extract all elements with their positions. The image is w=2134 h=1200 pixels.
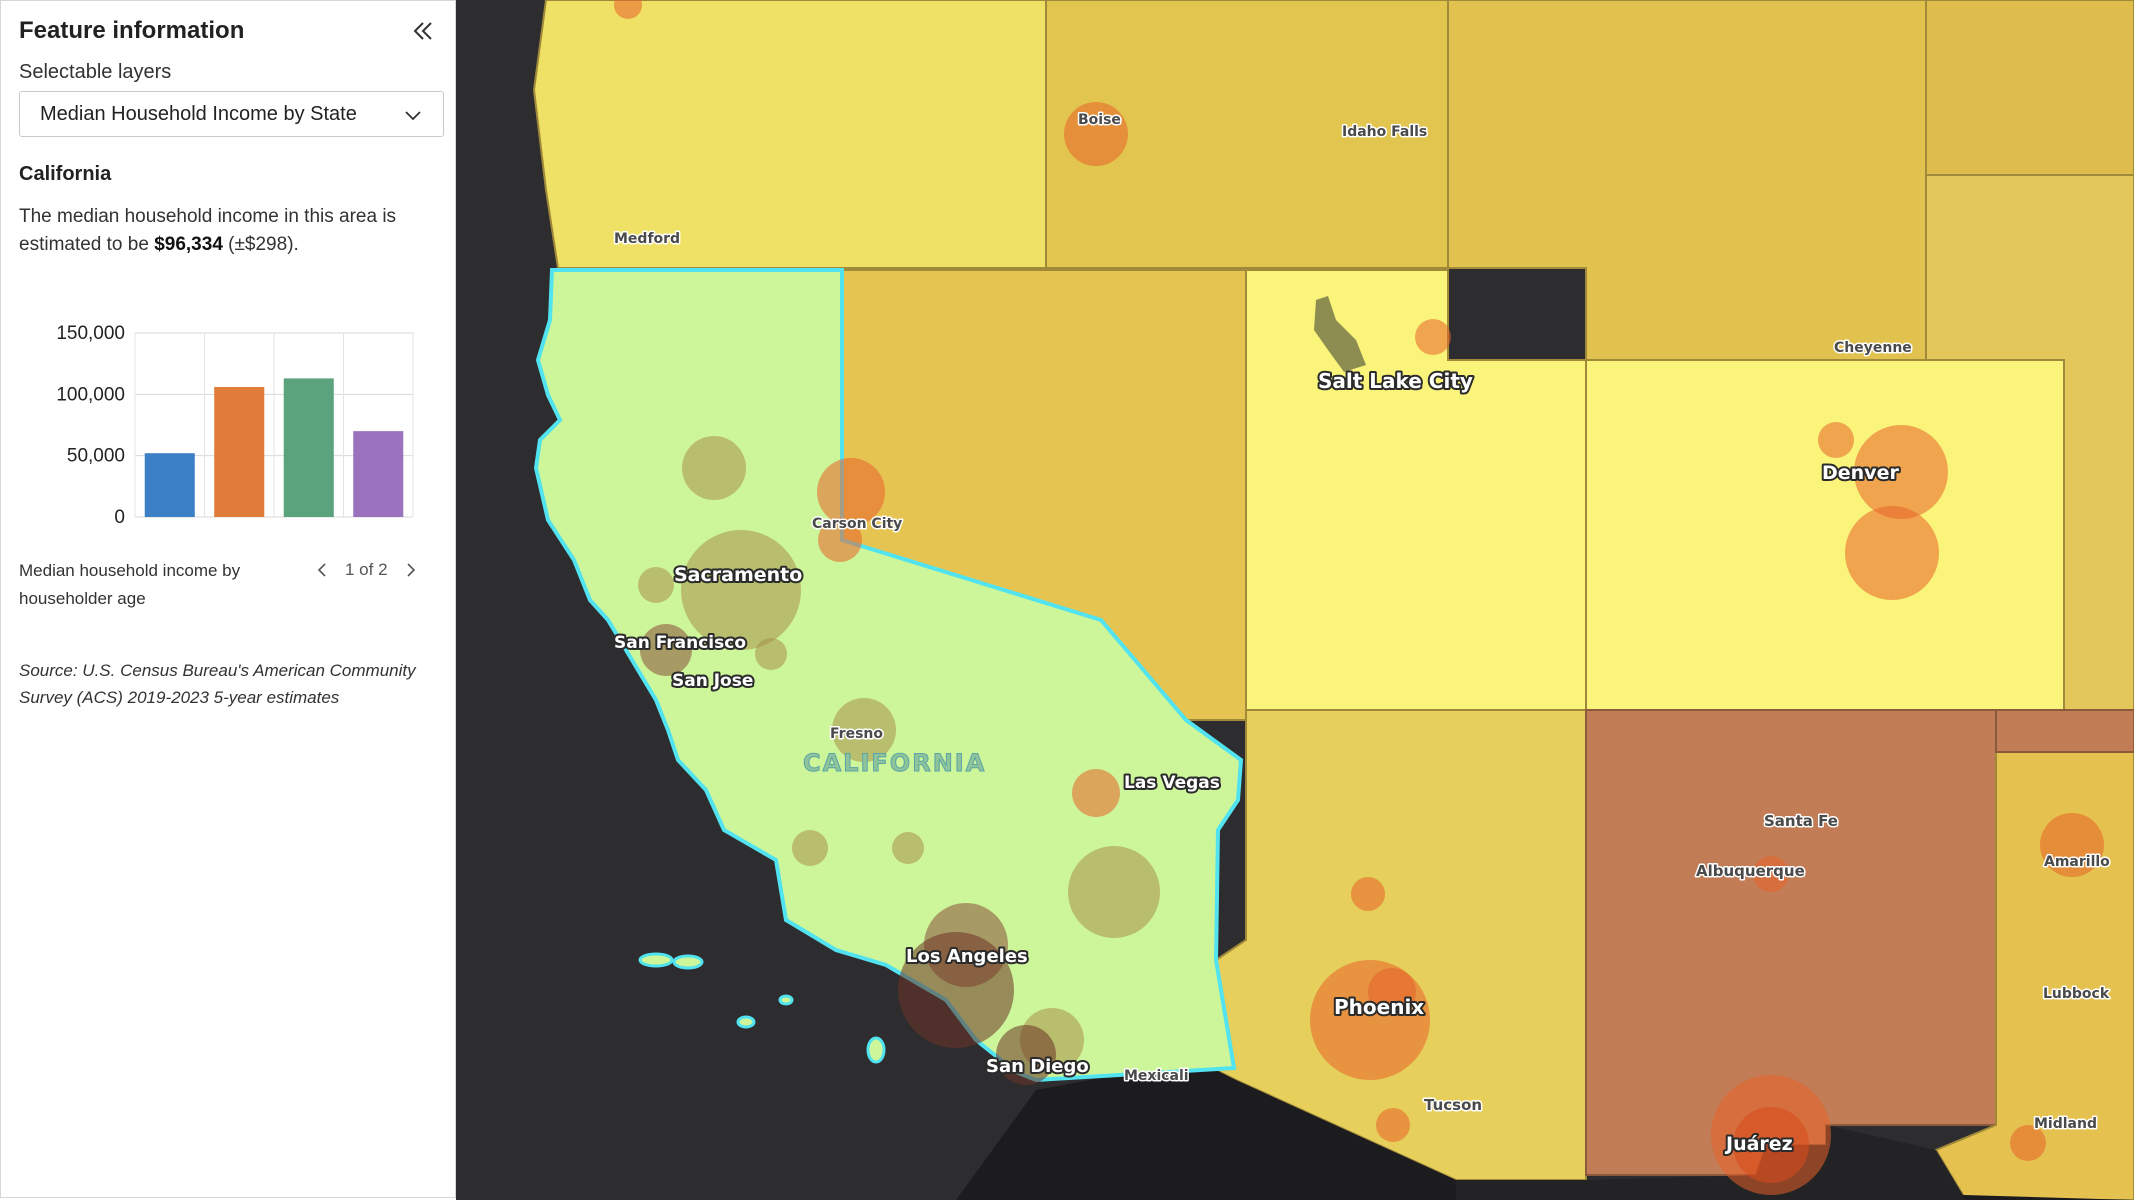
channel-island — [866, 1036, 886, 1064]
city-label-mexicali: Mexicali — [1124, 1068, 1189, 1084]
city-label-idaho-falls: Idaho Falls — [1342, 124, 1427, 140]
y-tick-label: 0 — [114, 507, 125, 528]
state-oklahoma[interactable] — [1995, 709, 2134, 753]
y-tick-label: 50,000 — [67, 446, 125, 467]
bubble — [1753, 856, 1789, 892]
bubble — [1064, 102, 1128, 166]
chart-bar[interactable] — [214, 386, 265, 517]
city-label-fresno: Fresno — [830, 726, 883, 742]
bubble — [892, 832, 924, 864]
previous-chart-button[interactable] — [313, 559, 331, 581]
bubble — [682, 436, 746, 500]
channel-island — [672, 954, 704, 970]
city-label-amarillo: Amarillo — [2044, 854, 2110, 870]
city-label-tucson: Tucson — [1424, 1096, 1482, 1114]
next-chart-button[interactable] — [402, 559, 420, 581]
city-label-san-jose: San Jose — [672, 671, 753, 691]
city-label-cheyenne: Cheyenne — [1834, 340, 1912, 356]
city-label-los-angeles: Los Angeles — [906, 946, 1028, 967]
bubble — [1068, 846, 1160, 938]
chart-bar[interactable] — [144, 453, 195, 517]
population-bubbles — [614, 0, 2104, 1195]
panel-title: Feature information — [19, 17, 245, 44]
feature-information-panel: Feature information Selectable layers Me… — [0, 0, 456, 1198]
bubble — [2040, 813, 2104, 877]
channel-island — [736, 1015, 756, 1029]
bubble — [1368, 968, 1416, 1016]
chevron-left-icon — [317, 563, 326, 577]
bubble — [1818, 422, 1854, 458]
bubble — [898, 932, 1014, 1048]
city-label-medford: Medford — [614, 231, 680, 247]
bubble — [1376, 1108, 1410, 1142]
bubble — [817, 458, 885, 526]
city-label-san-francisco: San Francisco — [614, 633, 746, 653]
bubble — [1351, 877, 1385, 911]
income-by-age-bar-chart: 150,000 100,000 50,000 0 — [56, 323, 414, 528]
state-north[interactable] — [1925, 0, 2134, 176]
layer-select-value: Median Household Income by State — [40, 102, 357, 125]
bubble — [1845, 506, 1939, 600]
map-labels: Boise Idaho Falls Medford Cheyenne Salt … — [612, 111, 2112, 1158]
bubble — [755, 638, 787, 670]
bubble — [1415, 319, 1451, 355]
pager-text: 1 of 2 — [345, 560, 388, 579]
city-label-lubbock: Lubbock — [2043, 986, 2110, 1002]
chart-caption: Median household income by householder a… — [19, 561, 241, 608]
bubble — [792, 830, 828, 866]
bubble — [1733, 1107, 1809, 1183]
mexico-north — [1456, 1125, 1966, 1200]
bubble — [640, 624, 692, 676]
channel-island — [638, 952, 674, 968]
bubble — [614, 0, 642, 19]
city-label-santa-fe: Santa Fe — [1764, 812, 1838, 830]
bubble — [1072, 769, 1120, 817]
channel-island — [778, 994, 794, 1006]
income-value: $96,334 — [154, 234, 223, 255]
chevron-right-icon — [406, 563, 415, 577]
city-label-midland: Midland — [2034, 1116, 2097, 1132]
city-label-boise: Boise — [1078, 112, 1121, 128]
bubble — [818, 518, 862, 562]
city-label-las-vegas: Las Vegas — [1124, 773, 1220, 793]
bubble — [1310, 960, 1430, 1080]
city-label-san-diego: San Diego — [986, 1056, 1089, 1077]
selectable-layers-label: Selectable layers — [19, 61, 172, 83]
feature-description: The median household income in this area… — [19, 203, 444, 259]
chart-bar[interactable] — [353, 431, 404, 517]
feature-name: California — [19, 163, 112, 185]
bubble — [681, 530, 801, 650]
city-label-juarez: Juárez — [1724, 1133, 1793, 1155]
double-chevron-left-icon — [413, 22, 432, 40]
mexico-landmass — [956, 1060, 2134, 1200]
chart-pager: 1 of 2 — [313, 559, 420, 581]
bubble — [996, 1025, 1056, 1085]
bubble — [2010, 1125, 2046, 1161]
city-label-carson-city: Carson City — [812, 516, 902, 532]
data-source-note: Source: U.S. Census Bureau's American Co… — [19, 661, 416, 707]
city-label-albuquerque: Albuquerque — [1696, 862, 1805, 880]
city-label-sacramento: Sacramento — [674, 564, 802, 586]
chart-bar[interactable] — [283, 378, 334, 517]
state-colorado[interactable] — [1585, 359, 2065, 711]
bubble — [1854, 425, 1948, 519]
bubble — [832, 698, 896, 762]
state-oregon[interactable] — [532, 0, 1047, 269]
description-prefix: The median household income in this area… — [19, 206, 397, 255]
y-tick-label: 100,000 — [56, 384, 125, 405]
map-view[interactable]: Boise Idaho Falls Medford Cheyenne Salt … — [456, 0, 2134, 1200]
y-tick-label: 150,000 — [56, 323, 125, 344]
chevron-down-icon — [405, 111, 421, 121]
state-label-california: CALIFORNIA — [803, 749, 986, 777]
city-label-phoenix: Phoenix — [1334, 995, 1424, 1019]
city-label-salt-lake-city: Salt Lake City — [1318, 369, 1473, 393]
great-salt-lake — [1314, 296, 1366, 372]
bubble — [638, 567, 674, 603]
layer-select-dropdown[interactable]: Median Household Income by State — [19, 91, 444, 137]
city-label-denver: Denver — [1822, 462, 1899, 484]
collapse-panel-button[interactable] — [405, 13, 441, 49]
chart-bars — [144, 378, 404, 517]
income-margin: (±$298). — [222, 234, 299, 255]
chart-y-ticks: 150,000 100,000 50,000 0 — [56, 323, 125, 528]
